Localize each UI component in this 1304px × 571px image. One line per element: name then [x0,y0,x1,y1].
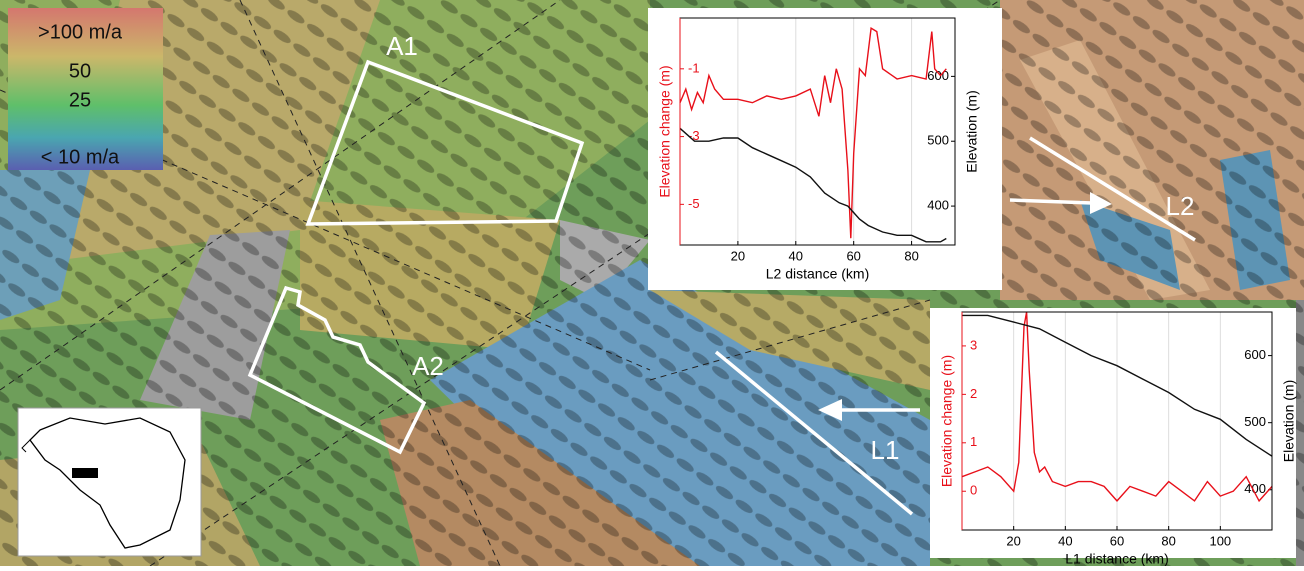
y-tick-label: -5 [688,196,700,211]
x-tick-label: 40 [789,248,803,263]
x-axis-label: L1 distance (km) [1065,551,1168,566]
legend-label: < 10 m/a [41,146,120,168]
x-tick-label: 20 [731,248,745,263]
x-tick-label: 60 [1110,533,1124,548]
x-tick-label: 40 [1058,533,1072,548]
area-label: A2 [412,351,444,381]
x-tick-label: 100 [1209,533,1231,548]
x-axis-label: L2 distance (km) [766,266,869,282]
figure: >100 m/a 50 25 < 10 m/a A1 A2 L1 L2 2040… [0,0,1304,566]
y-axis-label: Elevation change (m) [657,65,673,197]
y-tick-label: 1 [970,434,977,449]
colorbar-legend: >100 m/a 50 25 < 10 m/a [8,8,163,170]
y-axis-label: Elevation change (m) [939,355,955,487]
y2-tick-label: 500 [927,133,949,148]
y2-axis-label: Elevation (m) [1281,380,1297,462]
y2-axis-label: Elevation (m) [964,90,980,172]
y-tick-label: 0 [970,483,977,498]
x-tick-label: 80 [1161,533,1175,548]
legend-label: >100 m/a [38,21,123,43]
y-tick-label: -1 [688,60,700,75]
y2-tick-label: 500 [1244,414,1266,429]
y-tick-label: 2 [970,386,977,401]
x-tick-label: 20 [1006,533,1020,548]
x-tick-label: 60 [846,248,860,263]
y2-tick-label: 600 [1244,347,1266,362]
area-label: A1 [386,31,418,61]
legend-label: 50 [69,60,91,82]
profile-label: L1 [871,435,900,465]
chart-background [930,308,1296,558]
profile-label: L2 [1166,191,1195,221]
y2-tick-label: 400 [927,198,949,213]
x-tick-label: 80 [904,248,918,263]
y-tick-label: 3 [970,337,977,352]
chart-background [648,8,1002,290]
antarctica-inset [18,408,201,556]
legend-label: 25 [69,89,91,111]
